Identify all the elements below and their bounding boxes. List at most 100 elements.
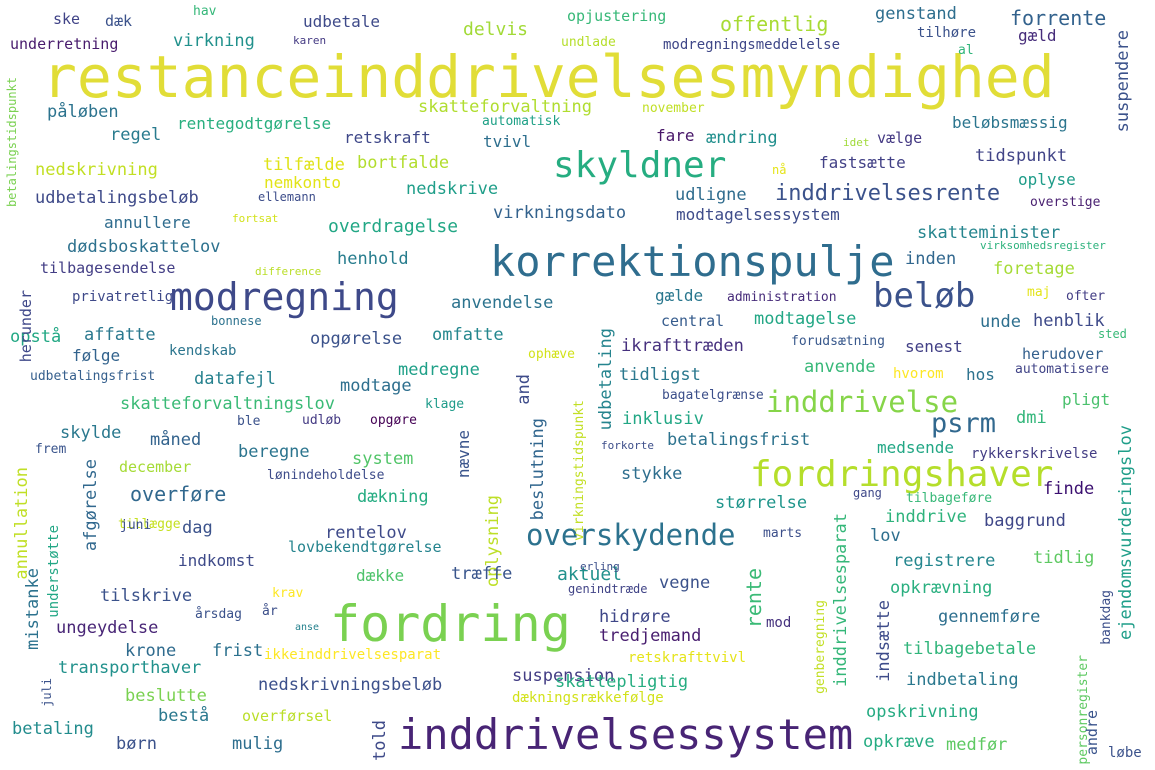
cloud-word: virkningstidspunkt <box>572 400 587 541</box>
cloud-word: transporthaver <box>58 658 202 678</box>
cloud-word: virksomhedsregister <box>980 239 1106 252</box>
cloud-word: undlade <box>561 35 616 50</box>
cloud-word: ændring <box>706 128 778 148</box>
cloud-word: gennemføre <box>938 607 1041 627</box>
cloud-word: opkrævning <box>890 578 993 598</box>
cloud-word: skatteforvaltning <box>418 97 592 117</box>
cloud-word: løbe <box>1108 745 1142 761</box>
cloud-word: vegne <box>659 573 711 593</box>
cloud-word: bankdag <box>1099 590 1114 645</box>
cloud-word: registrere <box>893 551 996 571</box>
cloud-word: tidspunkt <box>975 146 1068 166</box>
cloud-word: rentegodtgørelse <box>177 114 332 133</box>
cloud-word: klage <box>425 397 465 412</box>
cloud-word: børn <box>116 734 157 754</box>
cloud-word: retskrafttvivl <box>628 650 747 666</box>
cloud-word: lønindeholdelse <box>267 468 385 483</box>
cloud-word: tvivl <box>483 132 532 151</box>
cloud-word: dække <box>356 566 405 585</box>
cloud-word: modtage <box>340 376 412 396</box>
cloud-word: central <box>661 312 725 330</box>
cloud-word: udbetalingsfrist <box>30 369 156 384</box>
cloud-word: skylde <box>60 423 122 443</box>
cloud-word: understøtte <box>46 525 62 618</box>
cloud-word: fortsat <box>232 212 279 225</box>
cloud-word: underretning <box>10 35 119 53</box>
cloud-word: andre <box>1083 710 1101 756</box>
cloud-word: opskrivning <box>866 702 979 722</box>
cloud-word: udløb <box>302 413 342 428</box>
cloud-word: år <box>262 604 278 619</box>
cloud-word: november <box>642 101 705 116</box>
cloud-word: oplyse <box>1018 170 1076 189</box>
cloud-word: kendskab <box>169 343 237 359</box>
cloud-word: privatretlig <box>72 289 174 305</box>
cloud-word: herudover <box>1022 345 1104 363</box>
cloud-word: skatteminister <box>917 223 1061 243</box>
cloud-word: tilbagebetale <box>903 639 1037 659</box>
cloud-word: modtagelse <box>754 309 857 329</box>
cloud-word: betalingstidspunkt <box>5 77 19 208</box>
cloud-word: beløbsmæssig <box>952 113 1068 132</box>
cloud-word: december <box>119 458 192 476</box>
cloud-word: ungeydelse <box>56 618 159 638</box>
cloud-word: udbetale <box>303 12 381 31</box>
cloud-word: inddrivelsesrente <box>775 181 1001 206</box>
cloud-word: påløben <box>47 102 119 122</box>
cloud-word: inden <box>905 249 957 269</box>
cloud-word: fordring <box>330 595 571 653</box>
cloud-word: suspendere <box>1113 30 1133 133</box>
cloud-word: henhold <box>337 249 409 269</box>
cloud-word: virkning <box>173 31 255 51</box>
cloud-word: affatte <box>84 325 156 345</box>
cloud-word: finde <box>1043 479 1095 499</box>
cloud-word: indkomst <box>178 551 256 570</box>
cloud-word: afgørelse <box>81 459 101 552</box>
cloud-word: nedskrive <box>406 179 499 199</box>
cloud-word: inddrivelse <box>766 385 959 419</box>
cloud-word: nå <box>772 163 787 177</box>
cloud-word: dmi <box>1016 408 1047 428</box>
cloud-word: tilfælde <box>263 155 345 175</box>
cloud-word: udbetaling <box>596 328 616 431</box>
cloud-word: betalingsfrist <box>667 430 811 450</box>
cloud-word: opstå <box>10 327 62 347</box>
cloud-word: anvendelse <box>451 293 554 313</box>
cloud-word: retskraft <box>344 128 431 147</box>
cloud-word: restanceinddrivelsesmyndighed <box>42 43 1055 111</box>
cloud-word: automatisk <box>482 114 561 129</box>
cloud-word: tilbagesendelse <box>40 259 176 277</box>
cloud-word: overførsel <box>242 707 333 725</box>
cloud-word: indsætte <box>874 600 894 682</box>
cloud-word: mod <box>766 615 792 631</box>
cloud-word: henblik <box>1033 311 1105 331</box>
cloud-word: dag <box>182 518 213 538</box>
cloud-word: fastsætte <box>819 153 906 172</box>
cloud-word: inklusiv <box>622 409 704 429</box>
cloud-word: inddrivelsessystem <box>398 710 854 759</box>
cloud-word: krav <box>272 586 304 601</box>
cloud-word: dækning <box>357 487 429 507</box>
cloud-word: indbetaling <box>906 670 1019 690</box>
cloud-word: tredjemand <box>599 626 702 646</box>
cloud-word: hav <box>193 4 217 19</box>
cloud-word: gælde <box>655 286 704 305</box>
cloud-word: erling <box>580 560 620 573</box>
cloud-word: forkorte <box>601 439 654 452</box>
cloud-word: opkræve <box>863 732 935 752</box>
cloud-word: tilhøre <box>917 25 977 41</box>
cloud-word: genstand <box>875 4 957 24</box>
cloud-word: rentelov <box>325 523 407 543</box>
cloud-word: gang <box>853 486 882 500</box>
cloud-word: medregne <box>398 360 480 380</box>
cloud-word: difference <box>255 265 322 278</box>
cloud-word: dødsboskattelov <box>67 237 221 257</box>
cloud-word: lov <box>870 526 901 546</box>
cloud-word: administration <box>727 290 837 305</box>
cloud-word: sted <box>1098 327 1127 341</box>
cloud-word: rente <box>742 568 766 629</box>
cloud-word: vælge <box>877 129 923 147</box>
cloud-word: opjustering <box>567 7 667 25</box>
cloud-word: modregning <box>170 275 399 319</box>
